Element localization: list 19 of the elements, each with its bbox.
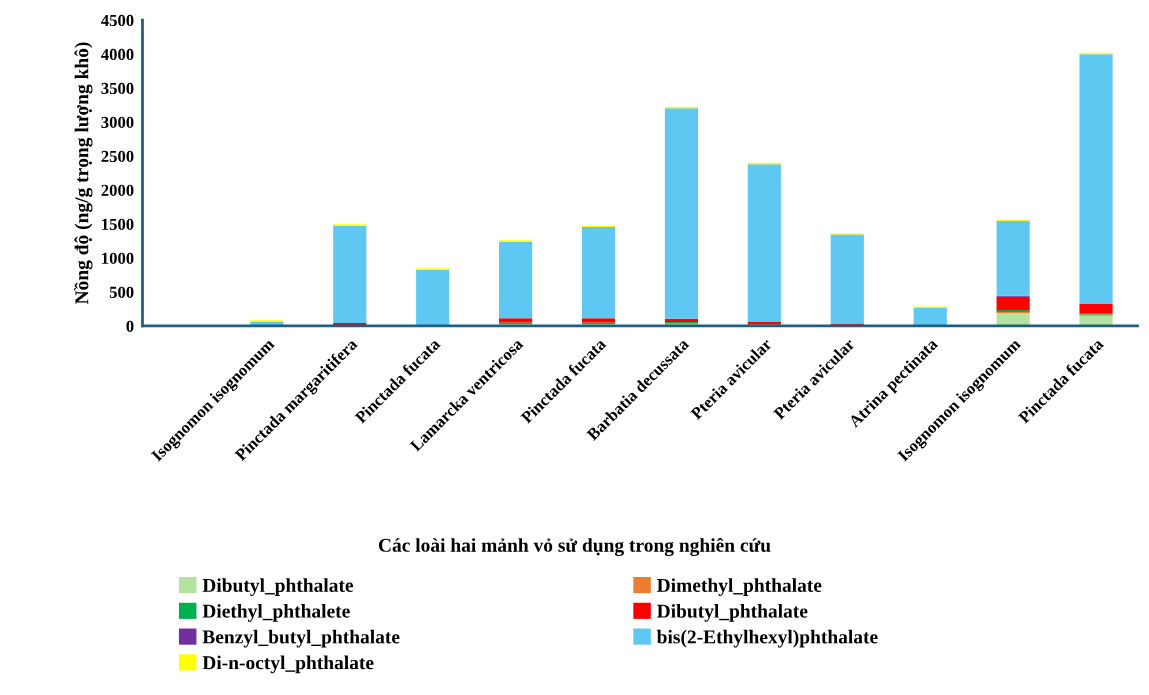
legend-label: Di-n-octyl_phthalate xyxy=(202,655,374,674)
y-tick-label: 2000 xyxy=(101,184,134,196)
legend-label: Dibutyl_phthalate xyxy=(202,578,354,596)
y-tick-label: 1500 xyxy=(102,218,134,230)
y-tick-label: 500 xyxy=(109,286,134,298)
y-tick-label: 3000 xyxy=(101,116,134,129)
y-tick-label: 4500 xyxy=(101,14,134,27)
legend-label: bis(2-Ethylhexyl)phthalate xyxy=(656,629,878,648)
legend-label: Dimethyl_phthalate xyxy=(657,578,822,596)
legend-label: Dibutyl_phthalate xyxy=(657,604,808,622)
y-tick-label: 4000 xyxy=(101,48,134,61)
y-tick-label: 0 xyxy=(126,320,134,332)
legend-label: Benzyl_butyl_phthalate xyxy=(202,629,400,648)
y-tick-label: 3500 xyxy=(101,82,134,95)
y-axis-title: Nồng độ (ng/g trọng lượng khô) xyxy=(74,42,93,305)
legend-label: Diethyl_phthalete xyxy=(202,604,350,622)
y-tick-label: 2500 xyxy=(101,150,134,163)
x-axis-title: Các loài hai mảnh vỏ sử dụng trong nghiên cứu xyxy=(378,537,771,556)
y-tick-label: 1000 xyxy=(102,252,134,264)
